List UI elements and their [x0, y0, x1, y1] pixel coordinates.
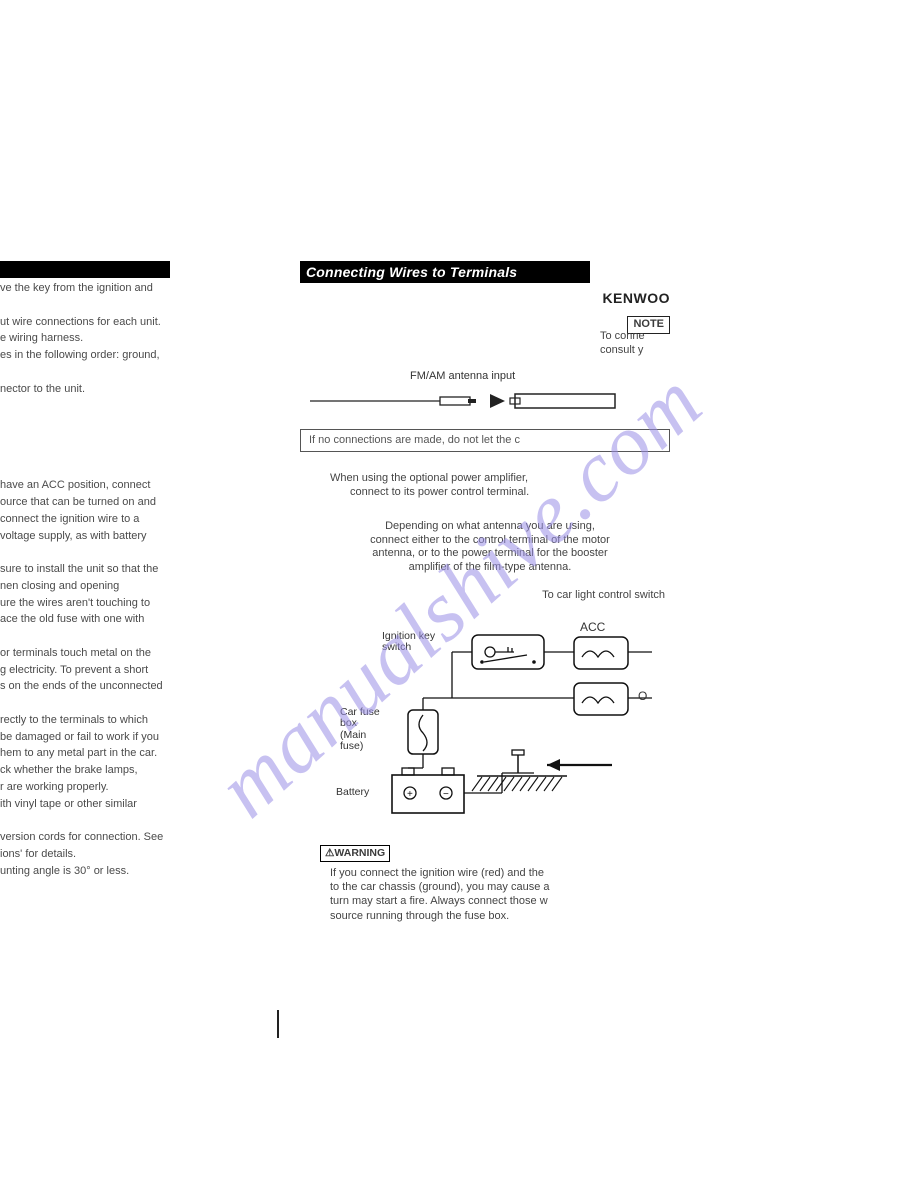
note-text: To conne consult y [600, 330, 670, 358]
right-column: KENWOO NOTE To conne consult y FM/AM ant… [300, 290, 670, 923]
left-line: voltage supply, as with battery [0, 530, 245, 544]
label-battery: Battery [336, 787, 369, 799]
left-line: ure the wires aren't touching to [0, 597, 245, 611]
warning-text: If you connect the ignition wire (red) a… [330, 866, 650, 923]
amp-note: When using the optional power amplifier,… [330, 472, 670, 500]
svg-text:−: − [443, 789, 449, 800]
svg-text:+: + [407, 789, 413, 800]
antenna-block: FM/AM antenna input If no connections ar… [300, 370, 670, 452]
label-acc: ACC [580, 621, 605, 634]
left-line: ith vinyl tape or other similar [0, 798, 245, 812]
left-line: g electricity. To prevent a short [0, 664, 245, 678]
left-line: hem to any metal part in the car. [0, 747, 245, 761]
right-section-header: Connecting Wires to Terminals [300, 261, 590, 283]
left-line: be damaged or fail to work if you [0, 731, 245, 745]
brand-label: KENWOO [602, 290, 670, 308]
left-line: ions' for details. [0, 848, 245, 862]
left-line: s on the ends of the unconnected [0, 680, 245, 694]
left-section-header [0, 261, 170, 278]
left-line: ut wire connections for each unit. [0, 316, 245, 330]
antenna-label: FM/AM antenna input [410, 370, 670, 384]
label-ignition: Ignition key switch [382, 631, 435, 654]
left-line: ck whether the brake lamps, [0, 764, 245, 778]
car-light-label: To car light control switch [300, 589, 670, 603]
label-o: O [638, 690, 647, 703]
left-line: es in the following order: ground, [0, 349, 245, 363]
left-line: ve the key from the ignition and [0, 282, 245, 296]
warning-box: ⚠WARNING [320, 845, 390, 862]
column-separator [277, 1010, 279, 1038]
left-line: unting angle is 30° or less. [0, 865, 245, 879]
page: Connecting Wires to Terminals ve the key… [0, 0, 918, 1188]
left-line: e wiring harness. [0, 332, 245, 346]
left-line: version cords for connection. See [0, 831, 245, 845]
left-line: connect the ignition wire to a [0, 513, 245, 527]
left-line: sure to install the unit so that the [0, 563, 245, 577]
framed-note: If no connections are made, do not let t… [300, 429, 670, 453]
left-line: rectly to the terminals to which [0, 714, 245, 728]
label-fusebox: Car fuse box (Main fuse) [340, 707, 380, 753]
left-line: nector to the unit. [0, 383, 245, 397]
left-line: ource that can be turned on and [0, 496, 245, 510]
left-line: nen closing and opening [0, 580, 245, 594]
antenna-connector-diagram [300, 384, 630, 418]
wiring-diagram: + − [322, 615, 652, 835]
left-column: ve the key from the ignition and ut wire… [0, 282, 245, 881]
left-line: r are working properly. [0, 781, 245, 795]
antenna-note: Depending on what antenna you are using,… [310, 520, 670, 575]
left-line: have an ACC position, connect [0, 479, 245, 493]
left-line: ace the old fuse with one with [0, 613, 245, 627]
left-line: or terminals touch metal on the [0, 647, 245, 661]
